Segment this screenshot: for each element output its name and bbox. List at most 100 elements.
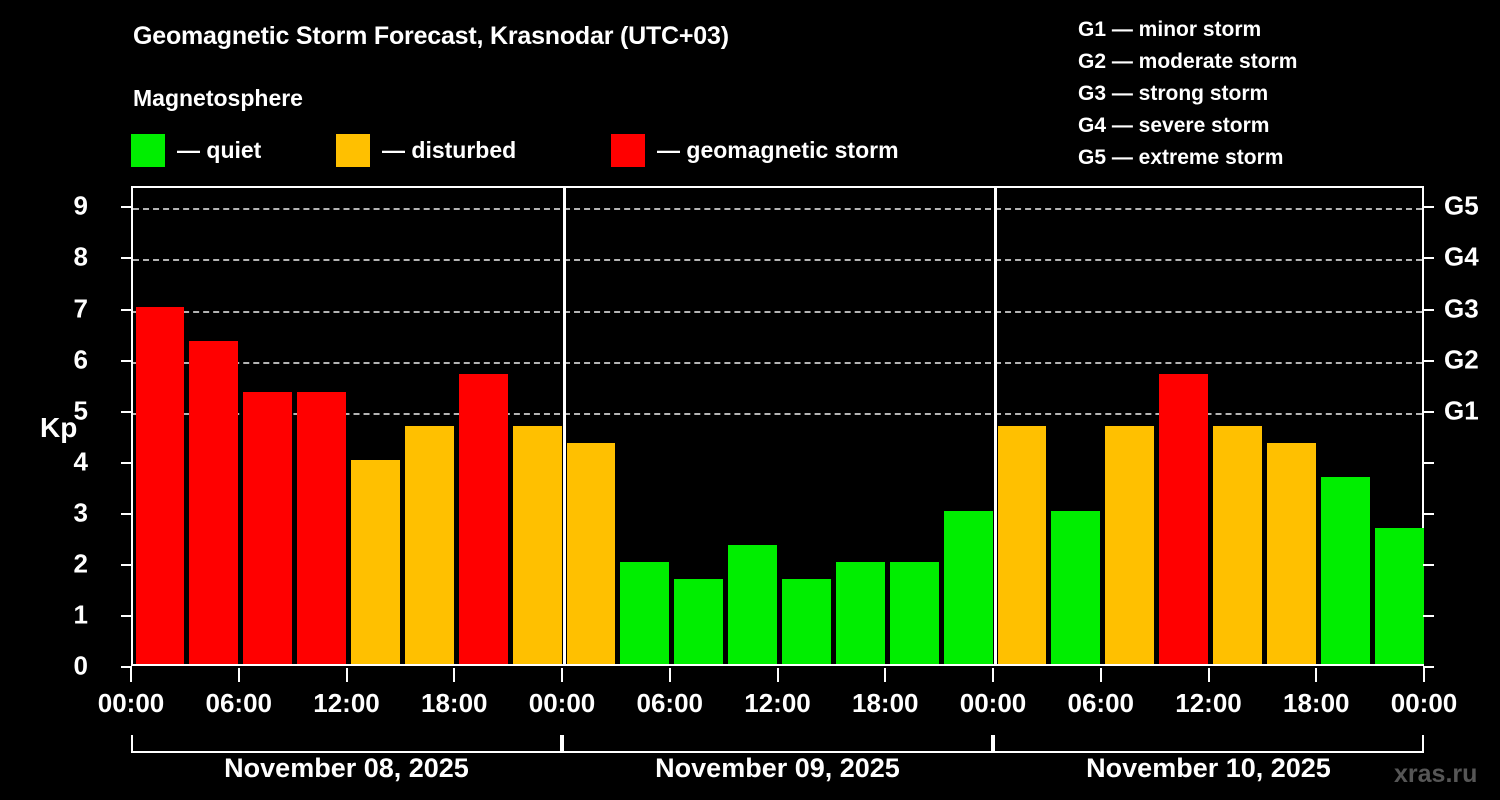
- day-separator-2: [993, 188, 997, 664]
- bar[interactable]: [566, 442, 616, 664]
- g-tick-label-G1: G1: [1444, 395, 1479, 426]
- x-tick-mark-6: [776, 668, 779, 682]
- x-tick-mark-9: [1099, 668, 1102, 682]
- legend-swatch-quiet-icon: [131, 133, 165, 167]
- x-tick-label-5: 06:00: [636, 688, 704, 718]
- day-separator-1: [562, 188, 566, 664]
- legend-entry-storm: — geomagnetic storm: [611, 131, 899, 169]
- y-tick-mark-right-0: [1423, 666, 1434, 668]
- y-tick-mark-right-4: [1423, 461, 1434, 464]
- x-tick-mark-5: [668, 668, 671, 682]
- y-tick-mark-7: [121, 308, 132, 311]
- bar[interactable]: [243, 391, 293, 664]
- x-tick-label-11: 18:00: [1283, 688, 1350, 718]
- g-tick-label-G5: G5: [1444, 190, 1479, 221]
- y-tick-mark-5: [121, 410, 132, 413]
- legend-label-storm: — geomagnetic storm: [657, 136, 899, 163]
- x-tick-mark-4: [561, 668, 563, 682]
- g-legend-row-4: G4 — severe storm: [1078, 114, 1270, 137]
- bar[interactable]: [404, 425, 454, 664]
- bar[interactable]: [351, 459, 400, 664]
- bar[interactable]: [943, 510, 993, 664]
- bar[interactable]: [1320, 476, 1370, 664]
- bar[interactable]: [620, 561, 670, 664]
- bar[interactable]: [1159, 374, 1208, 664]
- bar[interactable]: [458, 374, 508, 664]
- legend-swatch-disturbed-icon: [336, 133, 370, 167]
- bar[interactable]: [1051, 510, 1101, 664]
- x-tick-label-0: 00:00: [97, 688, 165, 718]
- bar[interactable]: [1105, 425, 1155, 664]
- g-legend-row-5: G5 — extreme storm: [1078, 146, 1284, 169]
- x-tick-mark-7: [884, 668, 887, 682]
- y-tick-mark-4: [121, 461, 132, 464]
- y-tick-mark-3: [121, 512, 132, 515]
- y-tick-label-2: 2: [73, 548, 88, 579]
- x-tick-label-6: 12:00: [744, 688, 811, 718]
- page-title: Geomagnetic Storm Forecast, Krasnodar (U…: [133, 22, 729, 50]
- g-tick-label-G3: G3: [1444, 293, 1479, 324]
- y-tick-label-9: 9: [73, 190, 88, 221]
- y-tick-label-5: 5: [73, 395, 88, 426]
- y-tick-mark-9: [121, 206, 132, 209]
- y-tick-mark-2: [121, 563, 132, 566]
- y-tick-label-6: 6: [73, 344, 88, 375]
- bar[interactable]: [674, 578, 724, 664]
- bar[interactable]: [997, 425, 1047, 664]
- legend-entry-disturbed: — disturbed: [336, 131, 516, 169]
- g-tick-label-G2: G2: [1444, 344, 1479, 375]
- x-tick-mark-11: [1315, 668, 1318, 682]
- x-tick-label-4: 00:00: [528, 688, 596, 718]
- g-legend-row-2: G2 — moderate storm: [1078, 50, 1298, 73]
- gridline-kp-8: [133, 259, 1422, 262]
- bar[interactable]: [512, 425, 562, 664]
- legend-label-quiet: — quiet: [177, 136, 262, 163]
- y-tick-mark-right-3: [1423, 512, 1434, 515]
- x-tick-mark-10: [1207, 668, 1210, 682]
- y-tick-mark-right-5: [1423, 410, 1434, 413]
- magnetosphere-label: Magnetosphere: [133, 85, 303, 111]
- day-bracket-3: [993, 735, 1424, 753]
- day-caption-3: November 10, 2025: [1086, 753, 1331, 783]
- x-tick-label-1: 06:00: [205, 688, 273, 718]
- x-tick-mark-2: [345, 668, 348, 682]
- bar[interactable]: [728, 545, 777, 664]
- bar[interactable]: [189, 340, 239, 664]
- day-bracket-1: [131, 735, 562, 753]
- y-tick-label-0: 0: [73, 650, 88, 681]
- bar[interactable]: [1213, 425, 1262, 664]
- bar[interactable]: [297, 391, 346, 664]
- y-axis-label: Kp: [40, 412, 78, 443]
- x-tick-mark-1: [237, 668, 240, 682]
- x-tick-label-9: 06:00: [1067, 688, 1135, 718]
- x-tick-mark-12: [1423, 668, 1425, 682]
- x-tick-label-7: 18:00: [852, 688, 919, 718]
- g-legend-row-3: G3 — strong storm: [1078, 82, 1269, 105]
- y-tick-label-1: 1: [73, 599, 88, 630]
- bar[interactable]: [135, 306, 185, 664]
- y-tick-mark-right-2: [1423, 563, 1434, 566]
- y-tick-mark-right-1: [1423, 614, 1434, 617]
- y-tick-label-4: 4: [73, 446, 88, 477]
- x-tick-mark-0: [130, 668, 132, 682]
- x-tick-mark-8: [992, 668, 994, 682]
- gridline-kp-5: [133, 412, 1422, 415]
- g-scale-legend: G1 — minor storm G2 — moderate storm G3 — …: [1078, 14, 1297, 174]
- y-tick-mark-right-9: [1423, 206, 1434, 209]
- day-caption-1: November 08, 2025: [224, 753, 469, 783]
- bar[interactable]: [782, 578, 831, 664]
- y-tick-mark-6: [121, 359, 132, 362]
- gridline-kp-6: [133, 361, 1422, 364]
- bar[interactable]: [1266, 442, 1316, 664]
- bar[interactable]: [1374, 527, 1424, 664]
- y-tick-mark-0: [121, 666, 132, 668]
- y-tick-label-3: 3: [73, 497, 88, 528]
- y-tick-mark-1: [121, 614, 132, 617]
- legend-swatch-storm-icon: [611, 133, 645, 167]
- bar[interactable]: [835, 561, 885, 664]
- bar[interactable]: [889, 561, 939, 664]
- x-tick-label-3: 18:00: [421, 688, 488, 718]
- watermark: xras.ru: [1394, 760, 1478, 788]
- y-tick-mark-right-8: [1423, 257, 1434, 260]
- x-tick-label-12: 00:00: [1390, 688, 1458, 718]
